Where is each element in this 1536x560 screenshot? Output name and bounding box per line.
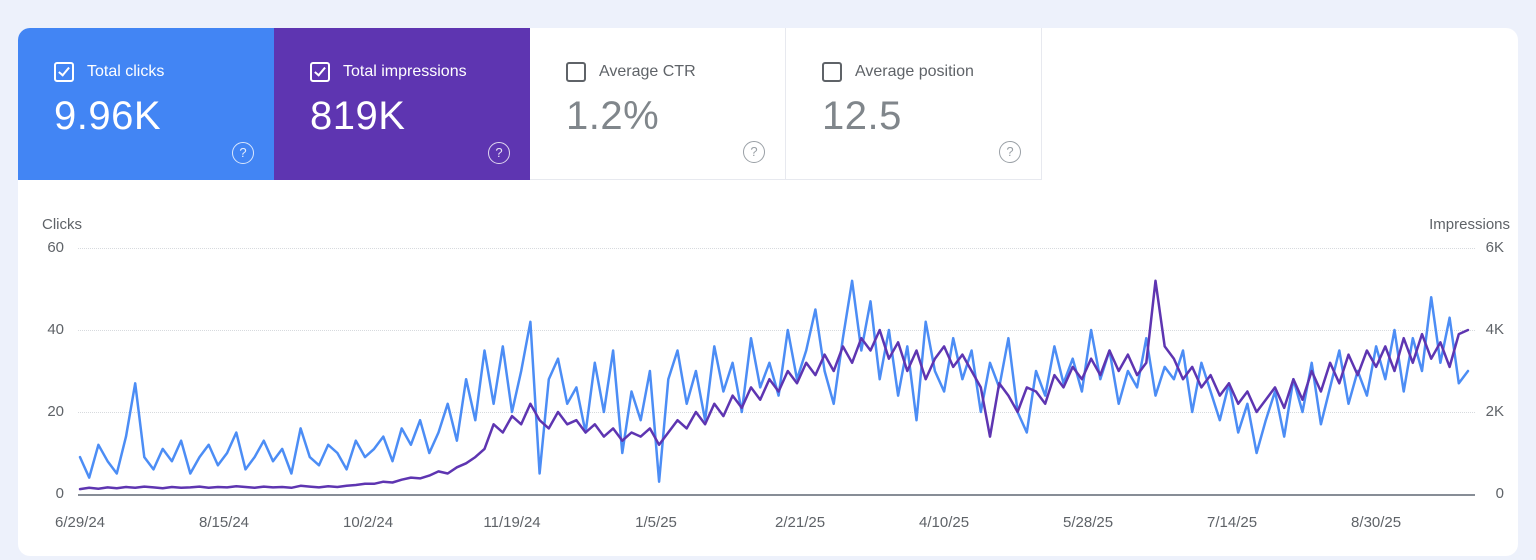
performance-chart: Clicks Impressions 0 0 20 2K 40 4K 60 6K 6/29/2… xyxy=(18,180,1518,556)
right-axis-tick: 4K xyxy=(1485,321,1504,338)
x-axis-tick: 11/19/24 xyxy=(483,514,541,531)
x-axis-tick: 5/28/25 xyxy=(1063,514,1114,531)
average-position-checkbox[interactable] xyxy=(822,62,842,82)
help-icon[interactable]: ? xyxy=(743,141,765,163)
x-axis-tick: 2/21/25 xyxy=(775,514,826,531)
right-axis-tick: 6K xyxy=(1485,239,1504,256)
metric-card-total-impressions[interactable]: Total impressions 819K ? xyxy=(274,28,530,180)
metric-value: 12.5 xyxy=(822,94,902,138)
metric-label: Average position xyxy=(855,63,974,80)
metric-label: Total clicks xyxy=(87,63,165,80)
left-axis-tick: 60 xyxy=(47,239,64,256)
right-axis-title: Impressions xyxy=(1429,216,1510,233)
gridline xyxy=(78,330,1475,331)
gridline xyxy=(78,248,1475,249)
x-axis-tick: 6/29/24 xyxy=(54,514,106,531)
x-axis-tick: 7/14/25 xyxy=(1207,514,1258,531)
x-axis-tick: 8/30/25 xyxy=(1351,514,1402,531)
impressions-line xyxy=(78,279,1470,491)
x-axis-tick: 4/10/25 xyxy=(919,514,970,531)
plot-area[interactable] xyxy=(78,248,1470,494)
average-ctr-checkbox[interactable] xyxy=(566,62,586,82)
performance-panel: Total clicks 9.96K ? Total impressions 8… xyxy=(18,28,1518,556)
metric-card-average-ctr[interactable]: Average CTR 1.2% ? xyxy=(530,28,786,180)
x-axis-tick: 10/2/24 xyxy=(342,514,394,531)
help-icon[interactable]: ? xyxy=(488,142,510,164)
checkmark-icon xyxy=(58,64,70,77)
right-axis-tick: 2K xyxy=(1485,403,1504,420)
right-axis-tick: 0 xyxy=(1495,485,1504,502)
metric-card-average-position[interactable]: Average position 12.5 ? xyxy=(786,28,1042,180)
left-axis-tick: 0 xyxy=(55,485,64,502)
total-clicks-checkbox[interactable] xyxy=(54,62,74,82)
x-axis-tick: 1/5/25 xyxy=(635,514,677,531)
total-impressions-checkbox[interactable] xyxy=(310,62,330,82)
checkmark-icon xyxy=(314,64,326,77)
help-icon[interactable]: ? xyxy=(232,142,254,164)
metric-value: 9.96K xyxy=(54,94,162,138)
metric-value: 819K xyxy=(310,94,406,138)
left-axis-tick: 40 xyxy=(47,321,64,338)
metric-cards-row: Total clicks 9.96K ? Total impressions 8… xyxy=(18,28,1518,180)
metric-label: Total impressions xyxy=(343,63,467,80)
left-axis-title: Clicks xyxy=(42,216,82,233)
clicks-line xyxy=(78,279,1470,483)
metric-label: Average CTR xyxy=(599,63,696,80)
x-axis-tick: 8/15/24 xyxy=(198,514,250,531)
metric-card-total-clicks[interactable]: Total clicks 9.96K ? xyxy=(18,28,274,180)
metric-value: 1.2% xyxy=(566,94,660,138)
left-axis-tick: 20 xyxy=(47,403,64,420)
help-icon[interactable]: ? xyxy=(999,141,1021,163)
x-axis-baseline xyxy=(78,494,1475,496)
gridline xyxy=(78,412,1475,413)
